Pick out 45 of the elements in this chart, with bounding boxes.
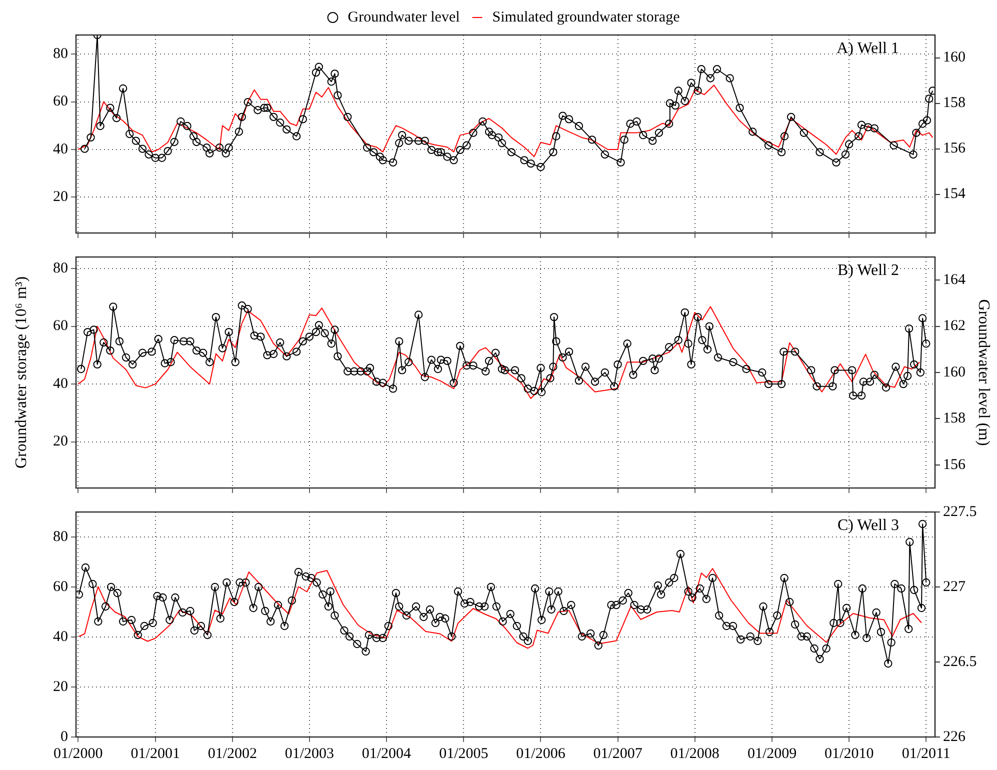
y2-axis-title: Groundwater level (m) bbox=[975, 299, 992, 446]
y2-tick-label: 226.5 bbox=[943, 654, 977, 670]
legend-label: Simulated groundwater storage bbox=[492, 9, 680, 26]
y-tick-label: 20 bbox=[53, 678, 68, 695]
annotation: B) Well 2 bbox=[837, 262, 899, 280]
y-tick-label: 0 bbox=[60, 728, 68, 745]
x-tick-label: 01/2007 bbox=[593, 746, 643, 762]
x-tick-label: 01/2011 bbox=[902, 746, 950, 762]
y2-tick-label: 162 bbox=[943, 318, 966, 334]
y2-tick-label: 226 bbox=[943, 728, 966, 745]
x-tick-label: 01/2003 bbox=[284, 746, 334, 762]
y-tick-label: 40 bbox=[53, 141, 68, 158]
x-tick-label: 01/2006 bbox=[516, 746, 566, 762]
y2-tick-label: 160 bbox=[943, 50, 966, 66]
y-tick-label: 60 bbox=[53, 578, 68, 595]
x-tick-label: 01/2008 bbox=[670, 746, 720, 762]
y2-tick-label: 160 bbox=[943, 364, 966, 380]
y2-tick-label: 227.5 bbox=[943, 504, 977, 520]
y-tick-label: 40 bbox=[53, 376, 68, 392]
x-tick-label: 01/2001 bbox=[130, 746, 180, 762]
legend-label: Groundwater level bbox=[348, 9, 460, 26]
x-tick-label: 01/2010 bbox=[824, 746, 874, 762]
y2-tick-label: 158 bbox=[943, 410, 966, 427]
y-tick-label: 80 bbox=[53, 528, 68, 545]
y2-tick-label: 227 bbox=[943, 578, 966, 595]
annotation: C) Well 3 bbox=[837, 517, 899, 534]
annotation: A) Well 1 bbox=[836, 40, 899, 58]
y2-tick-label: 156 bbox=[943, 140, 966, 157]
y2-tick-label: 156 bbox=[943, 456, 966, 473]
y2-tick-label: 158 bbox=[943, 95, 966, 112]
y-tick-label: 20 bbox=[53, 189, 68, 206]
x-tick-label: 01/2004 bbox=[362, 746, 412, 762]
x-tick-label: 01/2002 bbox=[208, 746, 257, 762]
y-tick-label: 40 bbox=[53, 628, 68, 645]
x-tick-label: 01/2005 bbox=[439, 746, 488, 762]
x-tick-label: 01/2009 bbox=[747, 746, 797, 762]
x-tick-label: 01/2000 bbox=[54, 746, 103, 762]
y-tick-label: 80 bbox=[53, 46, 68, 62]
y-tick-label: 60 bbox=[53, 94, 68, 110]
y-tick-label: 60 bbox=[53, 318, 68, 334]
y2-tick-label: 164 bbox=[943, 272, 966, 288]
y-tick-label: 80 bbox=[53, 260, 68, 276]
y-axis-title: Groundwater storage (10⁶ m³) bbox=[12, 276, 30, 469]
y-tick-label: 20 bbox=[53, 434, 68, 450]
y2-tick-label: 154 bbox=[943, 186, 966, 202]
